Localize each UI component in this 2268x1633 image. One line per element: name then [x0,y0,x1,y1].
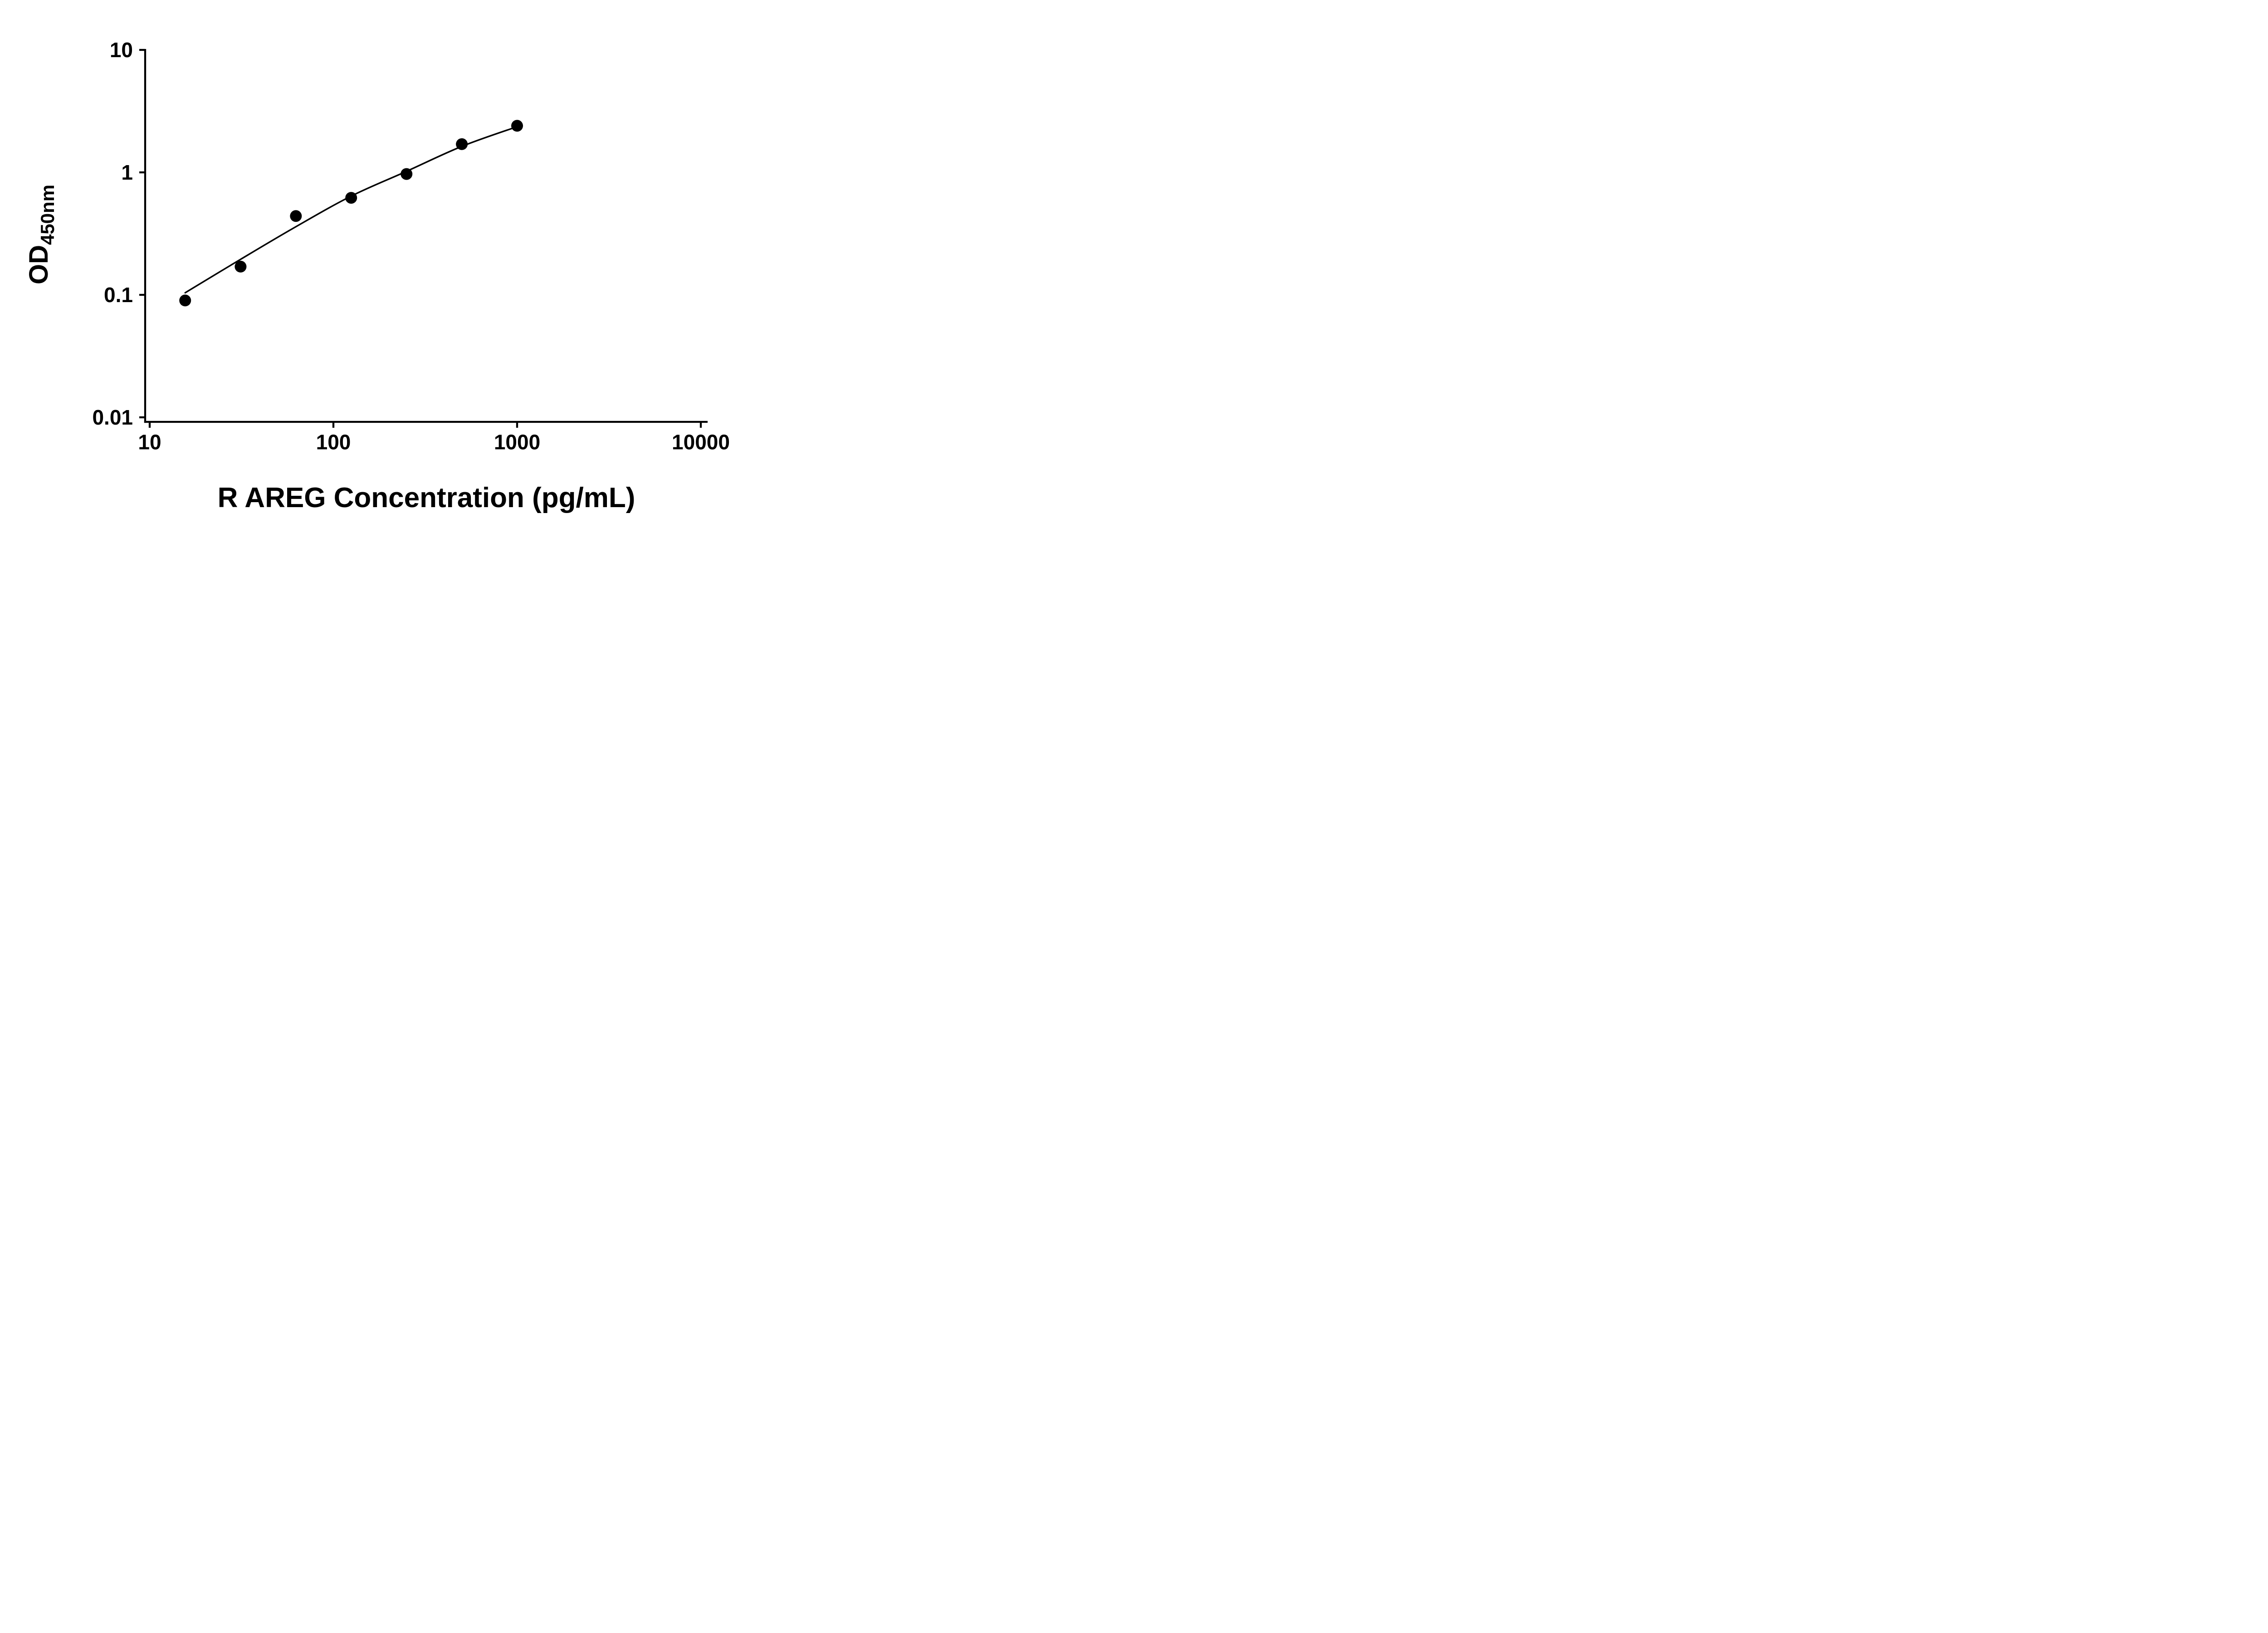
chart-page: 10 100 1000 10000 10 1 0.1 0.01 R AREG Concentr… [0,0,777,544]
y-axis-title: OD450nm [24,185,58,284]
data-point [179,294,191,307]
y-tick-label: 10 [110,38,133,62]
data-point [235,260,247,273]
y-tick-label: 1 [121,161,133,184]
data-point [456,138,468,150]
data-point [345,192,357,204]
data-point [511,120,523,132]
data-point [290,210,302,222]
plot-area: 10 100 1000 10000 10 1 0.1 0.01 [92,38,729,454]
x-tick-label: 10000 [672,430,730,454]
x-tick-label: 1000 [494,430,540,454]
x-tick-label: 10 [138,430,161,454]
y-tick-label: 0.1 [104,283,133,307]
y-tick-label: 0.01 [92,406,133,429]
data-point [401,168,413,180]
elisa-standard-curve-chart: 10 100 1000 10000 10 1 0.1 0.01 R AREG Concentr… [24,38,730,513]
y-axis-title-main: OD [24,245,54,284]
x-axis-title: R AREG Concentration (pg/mL) [218,482,635,513]
x-tick-label: 100 [316,430,351,454]
y-axis-title-subscript: 450nm [37,185,58,245]
